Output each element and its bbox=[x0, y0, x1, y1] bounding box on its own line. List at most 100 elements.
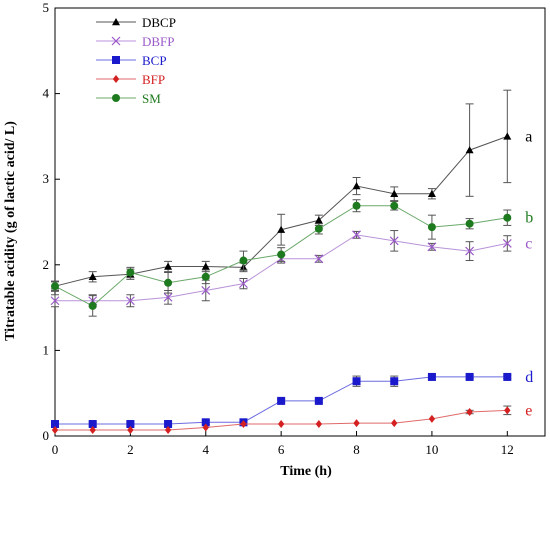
x-tick-label: 2 bbox=[127, 442, 134, 457]
y-tick-label: 2 bbox=[43, 257, 50, 272]
x-tick-label: 10 bbox=[425, 442, 438, 457]
legend-label: BFP bbox=[142, 72, 165, 87]
legend-label: DBFP bbox=[142, 34, 175, 49]
data-point bbox=[89, 426, 96, 435]
x-tick-label: 0 bbox=[52, 442, 59, 457]
data-point bbox=[352, 377, 361, 386]
series-bfp bbox=[51, 405, 512, 435]
y-tick-label: 1 bbox=[43, 342, 50, 357]
x-marker-stroke bbox=[465, 246, 475, 256]
data-point bbox=[465, 246, 475, 256]
data-point bbox=[164, 262, 173, 270]
series-sm bbox=[51, 199, 512, 317]
data-point bbox=[353, 419, 360, 428]
data-point bbox=[503, 213, 512, 222]
data-point bbox=[504, 406, 511, 415]
data-point bbox=[88, 272, 97, 280]
x-marker-stroke bbox=[111, 36, 121, 46]
data-point bbox=[163, 292, 173, 302]
data-point bbox=[201, 262, 210, 270]
significance-letter-b: b bbox=[525, 210, 533, 227]
significance-letter-a: a bbox=[525, 128, 532, 145]
data-point bbox=[51, 282, 59, 291]
data-point bbox=[164, 278, 173, 287]
x-marker-stroke bbox=[50, 296, 60, 306]
data-point bbox=[126, 420, 135, 429]
data-point bbox=[389, 236, 399, 246]
data-point bbox=[277, 250, 286, 259]
x-marker-stroke bbox=[352, 230, 361, 240]
data-point bbox=[427, 223, 436, 232]
data-point bbox=[164, 420, 173, 429]
data-point bbox=[502, 238, 512, 248]
data-point bbox=[315, 420, 323, 429]
data-point bbox=[352, 230, 361, 240]
data-point bbox=[127, 426, 134, 435]
legend-label: SM bbox=[142, 91, 161, 106]
y-axis-title: Titratable acidity (g of lactic acid/ L) bbox=[3, 121, 18, 341]
x-marker-stroke bbox=[239, 279, 248, 289]
legend-label: BCP bbox=[142, 53, 167, 68]
legend-entry-dbfp: DBFP bbox=[96, 34, 175, 49]
data-point bbox=[51, 420, 59, 429]
data-point bbox=[201, 418, 210, 427]
significance-letter-c: c bbox=[525, 235, 532, 252]
data-point bbox=[112, 94, 120, 102]
data-point bbox=[427, 189, 436, 197]
data-point bbox=[277, 420, 285, 429]
x-marker-stroke bbox=[502, 238, 512, 248]
series-bcp bbox=[51, 372, 512, 429]
legend-entry-dbcp: DBCP bbox=[96, 15, 176, 30]
data-point bbox=[239, 279, 248, 289]
data-point bbox=[390, 201, 399, 210]
significance-letter-e: e bbox=[525, 402, 532, 419]
data-point bbox=[314, 254, 324, 264]
data-point bbox=[466, 408, 473, 417]
data-point bbox=[391, 419, 398, 428]
series-dbfp bbox=[50, 230, 512, 308]
data-point bbox=[201, 272, 210, 281]
data-point bbox=[112, 18, 120, 26]
significance-letters: a c de b bbox=[525, 128, 533, 419]
x-tick-label: 6 bbox=[278, 442, 285, 457]
data-point bbox=[277, 225, 286, 233]
y-tick-label: 0 bbox=[43, 428, 50, 443]
data-point bbox=[126, 268, 135, 277]
x-marker-stroke bbox=[125, 296, 135, 306]
data-point bbox=[465, 146, 474, 154]
series-line bbox=[54, 135, 508, 287]
legend-entry-bcp: BCP bbox=[96, 53, 167, 68]
data-point bbox=[314, 216, 323, 224]
data-point bbox=[125, 296, 135, 306]
legend-label: DBCP bbox=[142, 15, 176, 30]
data-point bbox=[111, 36, 121, 46]
x-tick-label: 8 bbox=[353, 442, 360, 457]
data-point bbox=[88, 420, 97, 429]
x-marker-stroke bbox=[389, 236, 399, 246]
data-point bbox=[202, 423, 209, 432]
x-marker-stroke bbox=[201, 286, 211, 295]
data-point bbox=[201, 286, 211, 295]
data-point bbox=[239, 256, 248, 265]
plot-frame bbox=[54, 7, 546, 437]
data-point bbox=[240, 420, 247, 429]
data-point bbox=[112, 75, 120, 83]
x-marker-stroke bbox=[163, 292, 173, 302]
data-point bbox=[427, 372, 436, 381]
data-point bbox=[51, 426, 59, 435]
data-point bbox=[112, 56, 120, 64]
data-point bbox=[390, 377, 399, 386]
y-tick-label: 5 bbox=[43, 0, 50, 15]
data-point bbox=[503, 132, 512, 140]
data-point bbox=[352, 182, 361, 190]
data-point bbox=[352, 201, 361, 210]
legend-entry-bfp: BFP bbox=[96, 72, 165, 87]
data-point bbox=[427, 242, 437, 252]
x-marker-stroke bbox=[427, 242, 437, 252]
series-layer bbox=[50, 89, 512, 435]
data-point bbox=[314, 224, 323, 233]
y-tick-label: 4 bbox=[43, 86, 50, 101]
x-tick-label: 4 bbox=[203, 442, 210, 457]
